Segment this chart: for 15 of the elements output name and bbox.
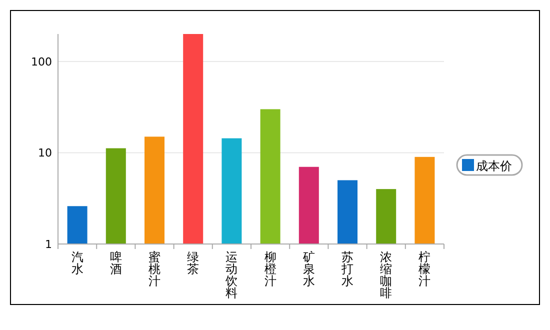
x-tick-label: 运动饮料 (224, 250, 238, 300)
y-tick-label: 10 (38, 146, 52, 160)
x-tick-label: 蜜桃汁 (148, 250, 160, 288)
x-tick-label: 绿茶 (187, 250, 200, 276)
x-tick-label: 苏打水 (340, 250, 354, 288)
x-tick-label: 矿泉水 (302, 250, 315, 288)
legend-label: 成本价 (476, 159, 512, 173)
x-tick-label: 汽水 (71, 250, 84, 276)
y-tick-label: 1 (45, 238, 52, 251)
legend: 成本价 (456, 154, 523, 176)
x-tick-label: 啤酒 (110, 250, 122, 276)
x-tick-label: 浓缩咖啡 (380, 250, 392, 300)
x-tick-label: 柳橙汁 (264, 250, 276, 288)
y-tick-label: 100 (31, 55, 52, 68)
x-tick-label: 柠檬汁 (418, 250, 431, 288)
